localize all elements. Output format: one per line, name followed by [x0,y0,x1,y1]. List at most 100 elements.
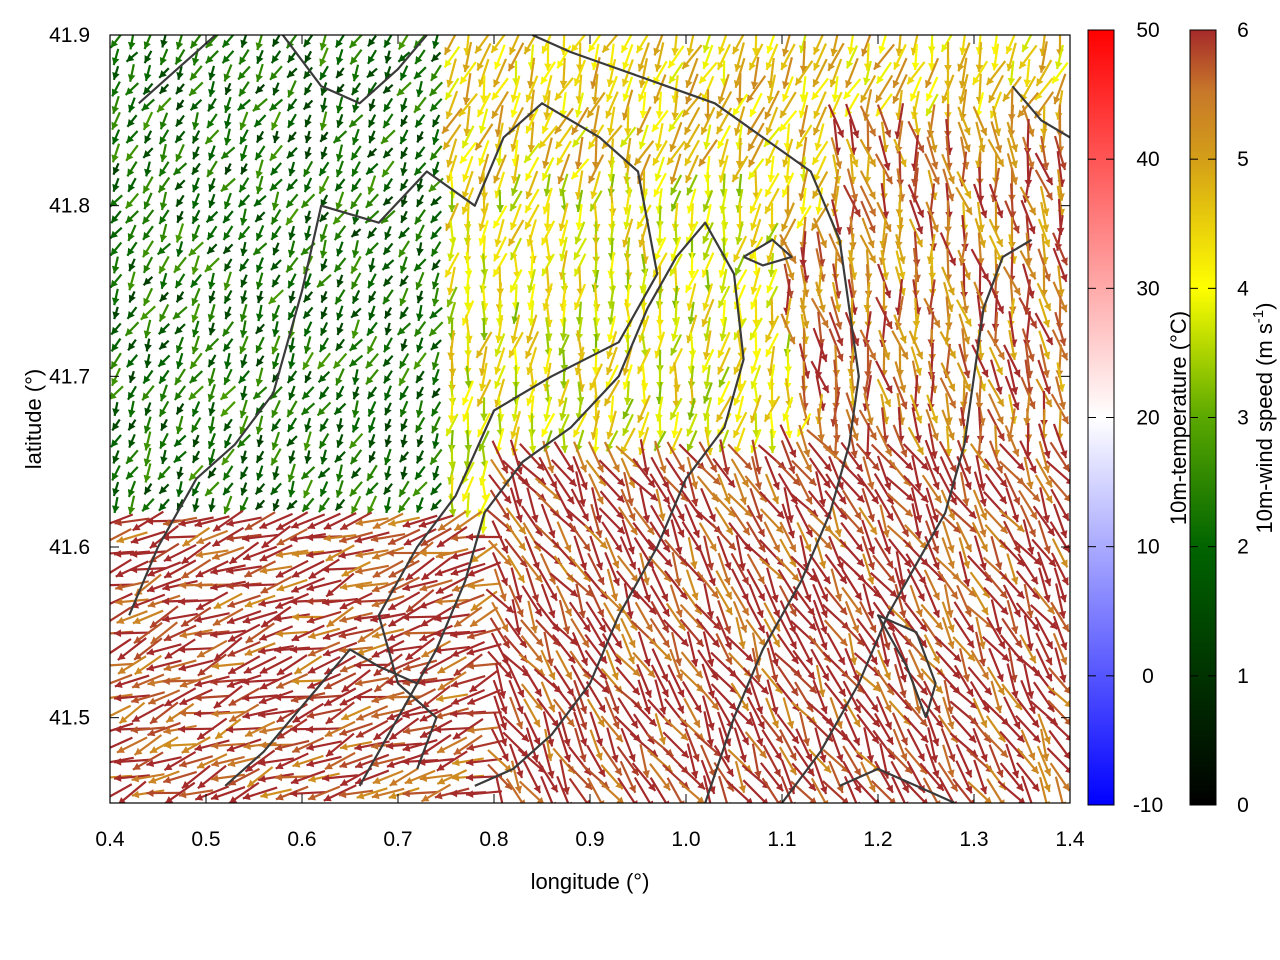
wind-arrow [680,651,704,679]
wind-arrow [570,35,587,53]
wind-arrow [967,780,993,803]
wind-arrow [291,624,325,642]
wind-arrow [590,503,603,539]
wind-arrow [553,665,575,697]
wind-arrow [222,210,234,224]
colorbar-tick-label: 5 [1237,148,1249,171]
wind-arrow [142,369,154,385]
wind-arrow [127,177,137,193]
contour-line [281,35,428,105]
wind-arrow [878,35,888,54]
wind-arrow [220,177,236,193]
wind-arrow [323,784,357,802]
wind-arrow [591,487,603,523]
wind-arrow [143,416,152,434]
wind-arrow [654,42,665,72]
wind-arrow [306,755,342,768]
wind-arrow [368,305,376,321]
wind-arrow [971,60,989,86]
wind-arrow [666,441,686,473]
wind-arrow [204,257,220,273]
wind-arrow [937,761,959,793]
wind-arrow [450,629,486,639]
wind-arrow [1037,423,1051,459]
wind-arrow [927,43,936,71]
wind-arrow [683,123,701,151]
wind-arrow [242,786,278,801]
wind-arrow [971,586,989,616]
wind-arrow [304,450,312,464]
wind-arrow [453,734,483,756]
wind-arrow [208,81,216,97]
wind-arrow [142,111,154,131]
wind-arrow [335,368,345,386]
wind-arrow [429,98,443,112]
wind-arrow [444,252,460,278]
wind-arrow [574,136,584,170]
wind-arrow [843,712,861,746]
wind-arrow [323,534,357,542]
wind-arrow [778,616,798,650]
wind-arrow [636,204,652,230]
wind-arrow [413,66,427,80]
wind-arrow [861,487,875,523]
wind-arrow [367,401,377,417]
wind-arrow [942,744,955,778]
wind-arrow [684,154,700,184]
wind-arrow [275,511,309,531]
wind-arrow [798,424,811,458]
wind-arrow [191,287,201,307]
wind-arrow [603,441,621,473]
wind-arrow [335,67,345,79]
wind-arrow [766,567,779,603]
wind-arrow [622,76,634,102]
wind-arrow [416,131,424,143]
wind-arrow [686,631,699,667]
wind-arrow [325,701,355,725]
colorbar-tick-label: 6 [1237,19,1249,42]
wind-arrow [286,178,298,192]
wind-arrow [188,370,204,384]
wind-arrow [446,58,457,88]
wind-arrow [467,581,501,590]
wind-arrow [781,35,791,57]
wind-arrow [286,50,298,64]
wind-arrow [255,450,265,464]
wind-arrow [446,266,456,296]
wind-arrow [990,121,1003,153]
wind-arrow [352,97,360,113]
wind-arrow [973,504,987,538]
wind-arrow [348,114,364,128]
wind-arrow [350,82,362,96]
wind-arrow [206,225,218,241]
wind-arrow [892,57,908,89]
wind-arrow [556,140,572,166]
wind-arrow [479,75,488,103]
wind-arrow [639,744,650,778]
wind-arrow [526,314,538,344]
wind-arrow [110,583,135,587]
wind-arrow [623,381,632,405]
wind-arrow [905,553,927,585]
wind-arrow [828,760,844,794]
wind-arrow [461,476,475,502]
wind-arrow [368,98,376,112]
wind-arrow [748,43,764,71]
wind-arrow [591,73,600,105]
wind-arrow [543,396,552,422]
wind-arrow [466,688,502,706]
wind-arrow [213,685,243,709]
wind-arrow [143,192,153,210]
wind-arrow [509,696,524,730]
wind-arrow [764,187,780,215]
wind-arrow [398,227,410,239]
wind-arrow [716,43,732,71]
wind-arrow [399,306,409,320]
wind-arrow [942,696,955,730]
wind-arrow [1035,59,1053,87]
wind-arrow [1052,632,1068,666]
wind-arrow [1040,201,1050,233]
wind-arrow [653,236,667,262]
wind-arrow [382,289,394,305]
wind-arrow [159,143,168,163]
